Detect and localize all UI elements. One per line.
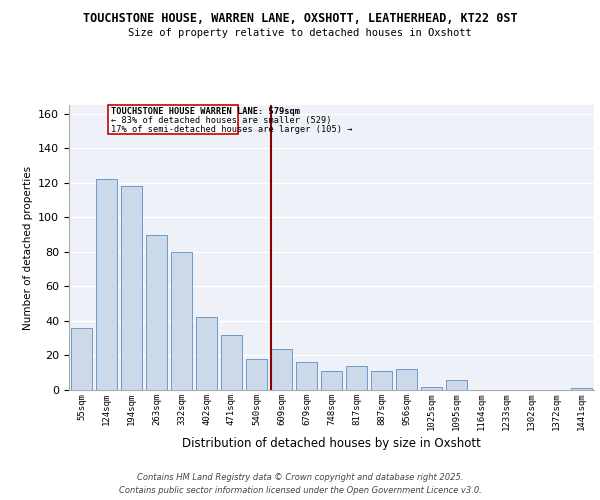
Bar [321,371,342,390]
Bar [346,366,367,390]
Bar [396,370,417,390]
Text: 17% of semi-detached houses are larger (105) →: 17% of semi-detached houses are larger (… [111,125,352,134]
Text: ← 83% of detached houses are smaller (529): ← 83% of detached houses are smaller (52… [111,116,331,125]
Bar [96,180,117,390]
Y-axis label: Number of detached properties: Number of detached properties [23,166,32,330]
Bar [171,252,192,390]
FancyBboxPatch shape [108,105,238,134]
Text: Contains public sector information licensed under the Open Government Licence v3: Contains public sector information licen… [119,486,481,495]
Bar [246,359,267,390]
Bar [146,234,167,390]
Bar [196,318,217,390]
Bar [371,371,392,390]
Bar [221,334,242,390]
X-axis label: Distribution of detached houses by size in Oxshott: Distribution of detached houses by size … [182,438,481,450]
Bar [421,386,442,390]
Bar [571,388,592,390]
Text: Size of property relative to detached houses in Oxshott: Size of property relative to detached ho… [128,28,472,38]
Bar [446,380,467,390]
Text: Contains HM Land Registry data © Crown copyright and database right 2025.: Contains HM Land Registry data © Crown c… [137,472,463,482]
Text: TOUCHSTONE HOUSE WARREN LANE: 579sqm: TOUCHSTONE HOUSE WARREN LANE: 579sqm [111,106,300,116]
Bar [121,186,142,390]
Text: TOUCHSTONE HOUSE, WARREN LANE, OXSHOTT, LEATHERHEAD, KT22 0ST: TOUCHSTONE HOUSE, WARREN LANE, OXSHOTT, … [83,12,517,26]
Bar [271,348,292,390]
Bar [71,328,92,390]
Bar [296,362,317,390]
